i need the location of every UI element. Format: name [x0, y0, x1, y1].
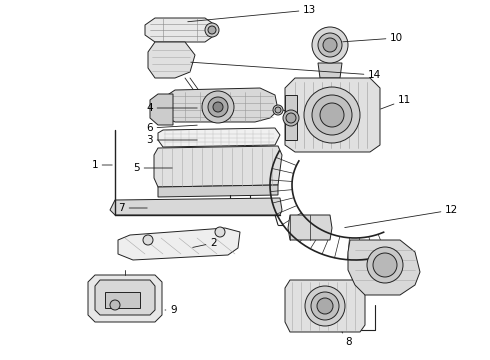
Polygon shape	[88, 275, 162, 322]
Polygon shape	[285, 95, 297, 140]
Polygon shape	[154, 146, 282, 187]
Circle shape	[110, 300, 120, 310]
Circle shape	[283, 110, 299, 126]
Circle shape	[311, 292, 339, 320]
Circle shape	[205, 23, 219, 37]
Polygon shape	[158, 128, 280, 147]
Circle shape	[143, 235, 153, 245]
Circle shape	[208, 26, 216, 34]
Circle shape	[304, 87, 360, 143]
Text: 3: 3	[147, 135, 197, 145]
Polygon shape	[148, 42, 195, 78]
Polygon shape	[95, 280, 155, 315]
Polygon shape	[158, 185, 278, 197]
Polygon shape	[285, 280, 365, 332]
Circle shape	[202, 91, 234, 123]
Polygon shape	[105, 292, 140, 308]
Text: 9: 9	[165, 305, 176, 315]
Polygon shape	[110, 198, 282, 215]
Text: 6: 6	[147, 123, 197, 133]
Circle shape	[317, 298, 333, 314]
Circle shape	[320, 103, 344, 127]
Text: 7: 7	[119, 203, 147, 213]
Polygon shape	[145, 18, 215, 42]
Text: 12: 12	[345, 205, 458, 228]
Circle shape	[318, 33, 342, 57]
Text: 1: 1	[91, 160, 112, 170]
Circle shape	[286, 113, 296, 123]
Circle shape	[323, 38, 337, 52]
Text: 10: 10	[343, 33, 403, 43]
Text: 8: 8	[342, 332, 352, 347]
Polygon shape	[288, 215, 332, 240]
Text: 13: 13	[188, 5, 316, 22]
Text: 11: 11	[381, 95, 411, 109]
Circle shape	[273, 105, 283, 115]
Polygon shape	[348, 240, 420, 295]
Polygon shape	[118, 228, 240, 260]
Text: 2: 2	[193, 238, 217, 248]
Circle shape	[367, 247, 403, 283]
Circle shape	[305, 286, 345, 326]
Circle shape	[275, 107, 281, 113]
Circle shape	[312, 95, 352, 135]
Text: 5: 5	[133, 163, 172, 173]
Circle shape	[215, 227, 225, 237]
Circle shape	[312, 27, 348, 63]
Circle shape	[208, 97, 228, 117]
Polygon shape	[150, 94, 173, 125]
Text: 14: 14	[191, 62, 381, 80]
Polygon shape	[318, 63, 342, 78]
Circle shape	[213, 102, 223, 112]
Text: 4: 4	[147, 103, 197, 113]
Circle shape	[373, 253, 397, 277]
Polygon shape	[285, 78, 380, 152]
Polygon shape	[160, 88, 278, 122]
